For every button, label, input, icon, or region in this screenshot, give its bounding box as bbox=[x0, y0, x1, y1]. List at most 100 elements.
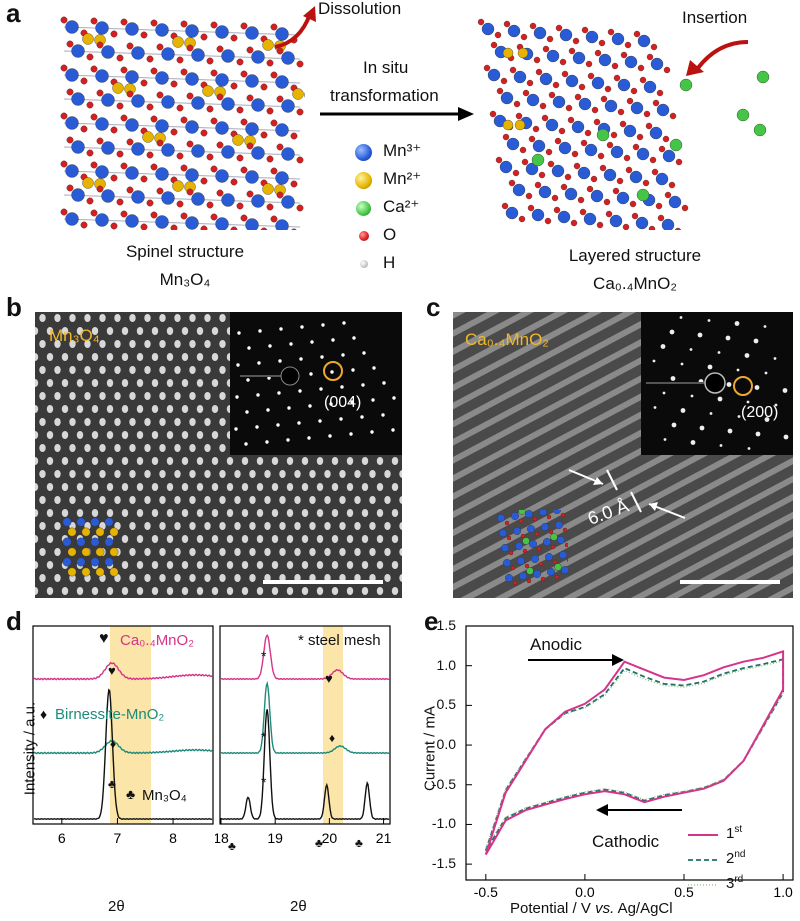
diffraction-spot bbox=[662, 391, 666, 395]
diffraction-spot bbox=[755, 431, 761, 437]
oxygen-atom bbox=[260, 83, 268, 91]
mn3-atom bbox=[215, 121, 229, 135]
oxygen-atom bbox=[623, 154, 631, 162]
diffraction-spot bbox=[299, 357, 303, 361]
diffraction-spot bbox=[670, 376, 676, 381]
mn3-atom bbox=[245, 74, 259, 88]
oxygen-atom bbox=[593, 118, 601, 126]
mn3-atom bbox=[161, 143, 175, 157]
oxygen-atom bbox=[546, 35, 554, 43]
model-atom bbox=[526, 578, 532, 584]
oxygen-atom bbox=[210, 165, 218, 173]
model-atom bbox=[508, 550, 514, 556]
model-atom bbox=[109, 567, 119, 577]
mn3-atom bbox=[125, 166, 139, 180]
oxygen-atom bbox=[591, 106, 599, 114]
model-atom bbox=[522, 537, 530, 545]
model-atom bbox=[515, 542, 524, 551]
oxygen-atom bbox=[116, 54, 124, 62]
oxygen-atom bbox=[206, 57, 214, 65]
legend-ca2-label: Ca²⁺ bbox=[383, 197, 420, 216]
model-atom bbox=[534, 531, 540, 537]
oxygen-atom bbox=[616, 177, 624, 185]
mn3-atom bbox=[155, 215, 169, 229]
model-atom bbox=[550, 533, 558, 541]
diffraction-spot bbox=[763, 325, 767, 328]
xlabel-part-3: Ag/AgCl bbox=[614, 900, 673, 917]
cv-legend bbox=[688, 834, 718, 886]
diffraction-spot bbox=[300, 325, 304, 329]
diffraction-spot bbox=[247, 346, 251, 350]
model-atom bbox=[104, 537, 114, 547]
oxygen-atom bbox=[236, 202, 244, 210]
mn-atom bbox=[507, 24, 521, 38]
oxygen-atom bbox=[674, 227, 682, 230]
diffraction-spot bbox=[717, 351, 721, 354]
mn3-atom bbox=[65, 20, 79, 34]
legend-2nd-base: 2 bbox=[726, 850, 735, 867]
xrd-chart-right: 18 19 20 21 bbox=[215, 625, 392, 846]
calcium-atom bbox=[636, 188, 650, 202]
model-atom bbox=[560, 512, 566, 518]
xlabel-part-2: vs. bbox=[595, 900, 615, 917]
diffraction-spot bbox=[307, 436, 311, 440]
oxygen-atom bbox=[200, 33, 208, 41]
oxygen-atom bbox=[180, 212, 188, 220]
oxygen-atom bbox=[66, 40, 74, 48]
diffraction-spot bbox=[236, 363, 240, 367]
xrd-curve-ca-left bbox=[33, 661, 213, 681]
diffraction-spot bbox=[690, 440, 696, 445]
oxygen-atom bbox=[561, 70, 569, 78]
mn3-atom bbox=[245, 170, 259, 184]
transformation-label-line1: In situ bbox=[363, 58, 409, 77]
oxygen-atom bbox=[503, 20, 511, 28]
mn3-atom bbox=[245, 26, 259, 40]
model-atom bbox=[511, 512, 520, 520]
mn-atom bbox=[487, 68, 501, 82]
oxygen-atom bbox=[260, 131, 268, 139]
model-atom bbox=[525, 510, 534, 518]
mn3-atom bbox=[125, 118, 139, 132]
model-atom bbox=[104, 557, 114, 567]
mn-atom bbox=[585, 30, 599, 44]
mn-atom bbox=[603, 168, 617, 182]
oxygen-atom bbox=[116, 198, 124, 206]
oxygen-atom bbox=[180, 164, 188, 172]
diffraction-spot bbox=[321, 323, 325, 327]
model-atom bbox=[524, 563, 530, 569]
model-atom bbox=[527, 524, 536, 533]
oxygen-atom bbox=[587, 72, 595, 80]
mn-atom bbox=[636, 147, 650, 161]
mn3-atom bbox=[125, 70, 139, 84]
oxygen-atom bbox=[296, 204, 304, 212]
oxygen-atom bbox=[554, 137, 562, 145]
anodic-label: Anodic bbox=[530, 635, 582, 654]
oxygen-atom bbox=[210, 69, 218, 77]
oxygen-atom bbox=[548, 91, 556, 99]
legend-h-label: H bbox=[383, 253, 396, 272]
scale-bar-c bbox=[680, 580, 780, 584]
oxygen-atom bbox=[579, 208, 587, 216]
oxygen-atom bbox=[206, 105, 214, 113]
oxygen-atom bbox=[532, 125, 540, 133]
oxygen-atom bbox=[246, 190, 254, 198]
diffraction-spot bbox=[339, 417, 343, 421]
oxygen-atom bbox=[590, 175, 598, 183]
panel-b-label: b bbox=[6, 292, 22, 322]
oxygen-atom bbox=[495, 156, 503, 164]
series-label-ca: Ca₀.₄MnO₂ bbox=[120, 632, 195, 649]
model-atom bbox=[76, 517, 86, 527]
oxygen-atom bbox=[632, 143, 640, 151]
oxygen-atom bbox=[584, 129, 592, 137]
mn2-atom bbox=[172, 36, 184, 48]
oxygen-atom bbox=[206, 201, 214, 209]
oxygen-atom bbox=[290, 180, 298, 188]
oxygen-atom bbox=[551, 194, 559, 202]
oxygen-atom bbox=[669, 112, 677, 120]
diffraction-spot bbox=[382, 381, 386, 385]
mn3-atom bbox=[215, 169, 229, 183]
oxygen-atom bbox=[519, 146, 527, 154]
cv-chart: -0.5 0.0 0.5 1.0 bbox=[465, 625, 794, 900]
diffraction-spot bbox=[256, 393, 260, 397]
model-atom bbox=[76, 537, 86, 547]
